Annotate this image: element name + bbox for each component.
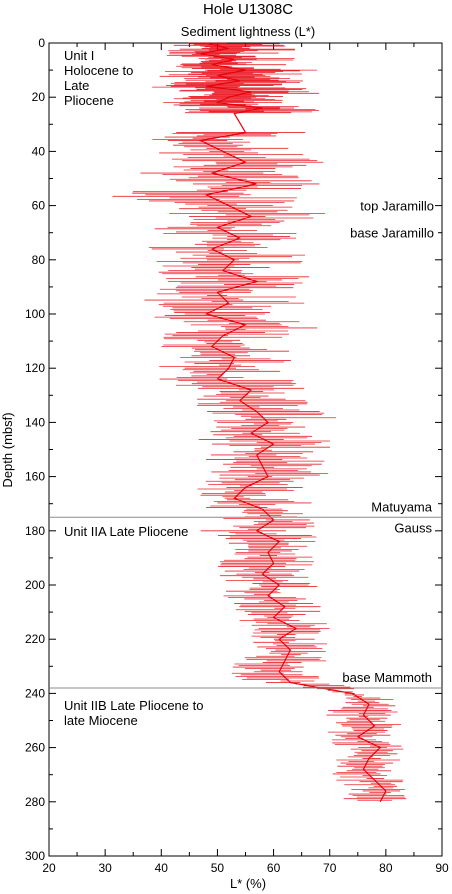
y-tick-label: 60 <box>32 199 46 213</box>
y-tick-label: 0 <box>38 36 45 50</box>
y-tick-label: 80 <box>32 253 46 267</box>
x-axis-label: L* (%) <box>230 876 266 891</box>
y-tick-label: 140 <box>25 415 45 429</box>
event-annotation: top Jaramillo <box>360 199 434 214</box>
unit-label-line: Holocene to <box>64 63 133 78</box>
x-tick-label: 60 <box>267 861 281 875</box>
boundary-label-below: Gauss <box>394 520 432 535</box>
y-tick-label: 300 <box>25 849 45 863</box>
lightness-series-line <box>198 42 387 803</box>
unit-label-line: Late <box>64 78 89 93</box>
unit-label-line: Unit IIB Late Pliocene to <box>64 698 203 713</box>
boundary-label-above: Matuyama <box>371 499 432 514</box>
x-tick-label: 50 <box>211 861 225 875</box>
y-tick-label: 20 <box>32 90 46 104</box>
unit-label-line: Unit I <box>64 48 94 63</box>
y-tick-label: 240 <box>25 686 45 700</box>
y-tick-label: 180 <box>25 524 45 538</box>
y-tick-label: 280 <box>25 795 45 809</box>
unit-label-line: late Miocene <box>64 713 138 728</box>
unit-label-line: Unit IIA Late Pliocene <box>64 524 188 539</box>
x-tick-label: 90 <box>435 861 449 875</box>
chart-subtitle: Sediment lightness (L*) <box>181 24 315 39</box>
y-tick-label: 120 <box>25 361 45 375</box>
x-tick-label: 30 <box>98 861 112 875</box>
y-tick-label: 260 <box>25 741 45 755</box>
y-tick-label: 220 <box>25 632 45 646</box>
y-tick-label: 40 <box>32 144 46 158</box>
event-annotation: base Jaramillo <box>350 226 434 241</box>
y-tick-label: 100 <box>25 307 45 321</box>
y-tick-label: 200 <box>25 578 45 592</box>
unit-label-line: Pliocene <box>64 93 114 108</box>
x-tick-label: 20 <box>42 861 56 875</box>
y-axis-label: Depth (mbsf) <box>0 412 15 487</box>
chart-title: Hole U1308C <box>203 1 293 18</box>
x-tick-label: 80 <box>379 861 393 875</box>
boundary-label-above: base Mammoth <box>342 670 432 685</box>
x-tick-label: 40 <box>155 861 169 875</box>
x-tick-label: 70 <box>323 861 337 875</box>
y-tick-label: 160 <box>25 470 45 484</box>
